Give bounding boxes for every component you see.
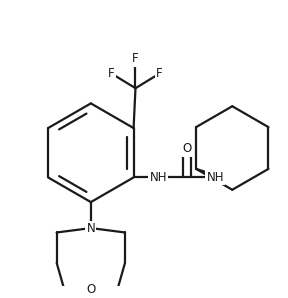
Text: O: O	[86, 283, 95, 296]
Text: O: O	[182, 142, 191, 156]
Text: NH: NH	[206, 171, 224, 184]
Text: N: N	[86, 222, 95, 235]
Text: NH: NH	[149, 171, 167, 184]
Text: F: F	[132, 52, 139, 66]
Text: F: F	[108, 67, 115, 80]
Text: F: F	[156, 67, 163, 80]
